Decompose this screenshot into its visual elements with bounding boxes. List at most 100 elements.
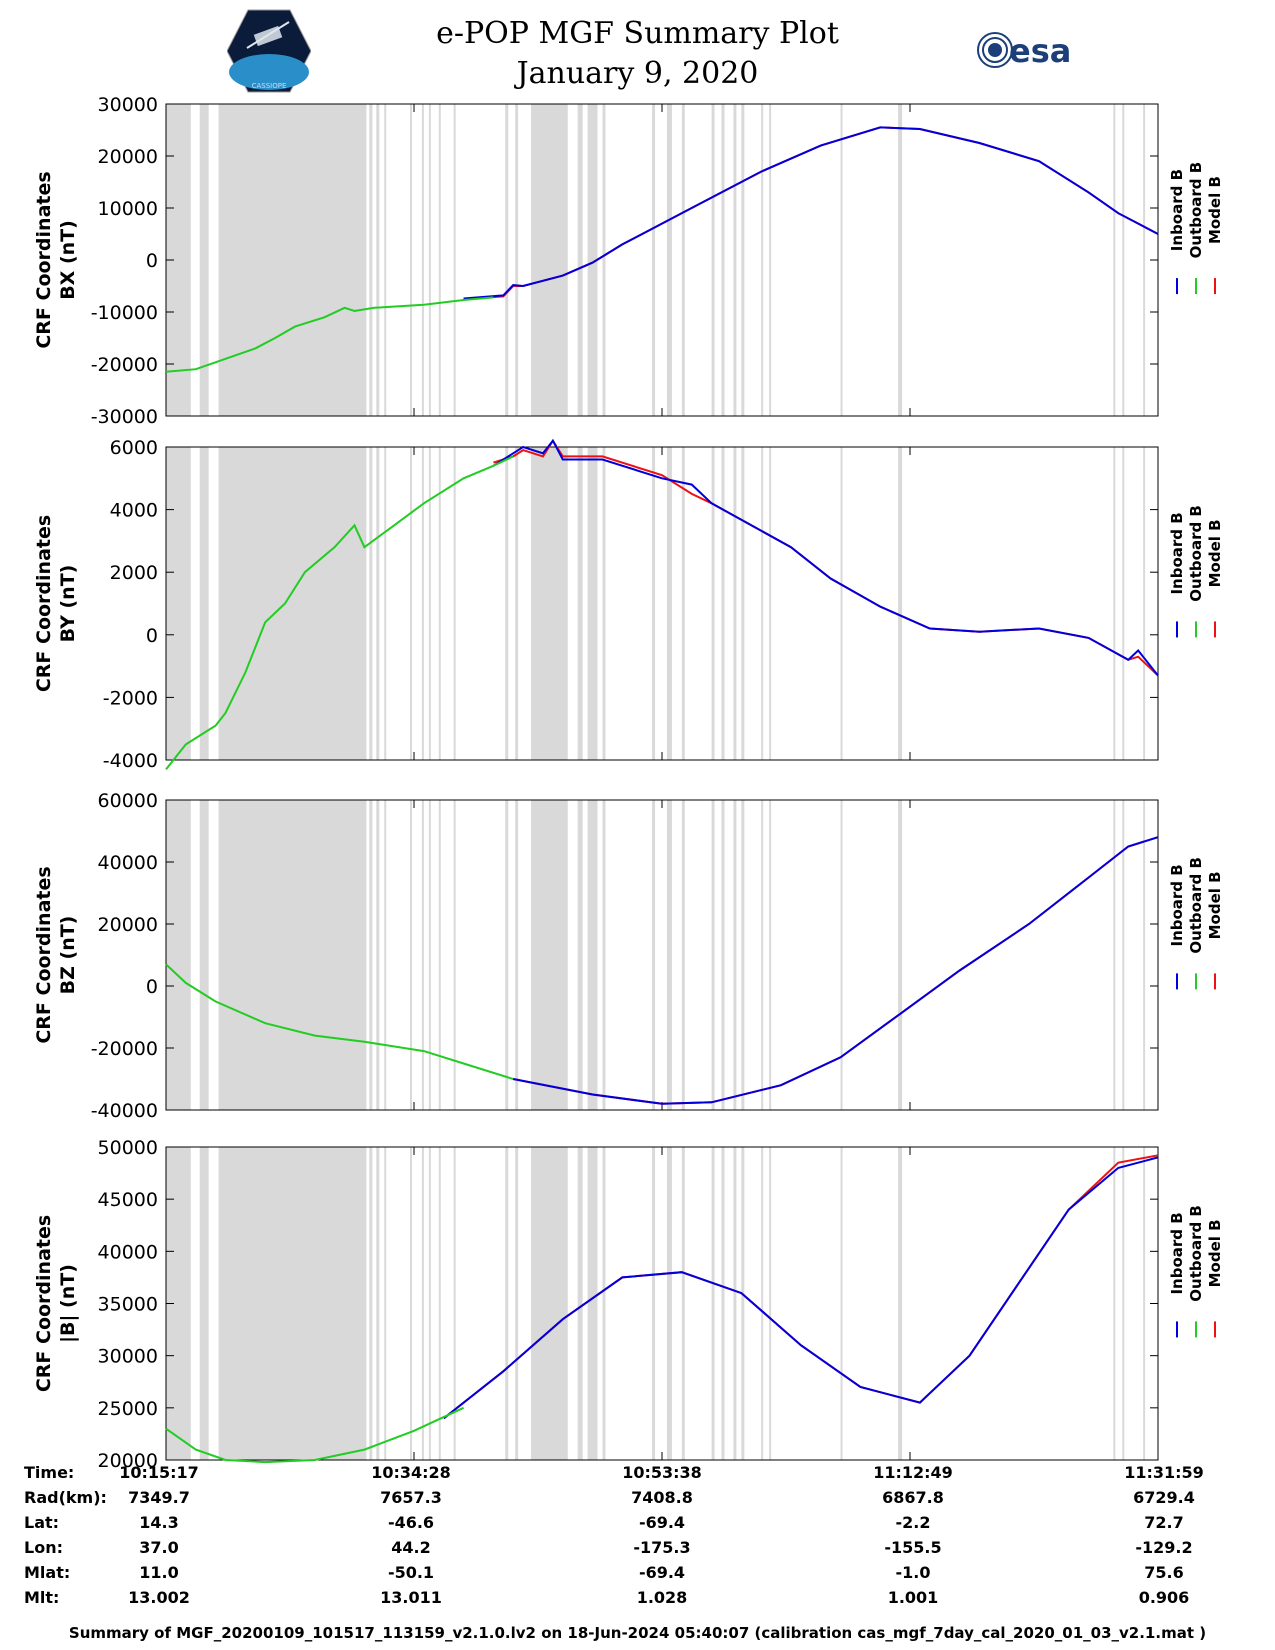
legend-label: Model B <box>1206 871 1224 939</box>
data-gap-band <box>505 447 509 760</box>
info-value: 1.001 <box>887 1588 939 1607</box>
data-gap-band <box>681 800 685 1110</box>
data-gap-band <box>531 447 568 760</box>
data-gap-band <box>587 1147 598 1460</box>
data-gap-band <box>515 1147 519 1460</box>
data-gap-band <box>1122 800 1125 1110</box>
info-value: 10:34:28 <box>371 1463 451 1482</box>
info-value: 6867.8 <box>882 1488 944 1507</box>
y-tick-label: 4000 <box>110 500 158 522</box>
y-tick-label: -10000 <box>91 302 158 324</box>
data-gap-band <box>218 1147 367 1460</box>
data-gap-band <box>840 800 843 1110</box>
data-gap-band <box>438 1147 441 1460</box>
data-gap-band <box>769 104 772 416</box>
data-gap-band <box>453 447 456 760</box>
info-value: 11:31:59 <box>1124 1463 1204 1482</box>
data-gap-band <box>652 447 656 760</box>
y-tick-label: 20000 <box>98 146 158 168</box>
data-gap-band <box>438 800 441 1110</box>
data-gap-band <box>898 104 903 416</box>
legend-label: Outboard B <box>1187 857 1205 954</box>
y-tick-label: 30000 <box>98 94 158 116</box>
y-axis-label-line: BZ (nT) <box>57 916 79 995</box>
y-axis-label-line: CRF Coordinates <box>33 515 55 692</box>
data-gap-band <box>218 447 367 760</box>
data-gap-band <box>369 1147 373 1460</box>
info-value: 1.028 <box>636 1588 688 1607</box>
data-gap-band <box>421 1147 424 1460</box>
y-tick-label: -4000 <box>103 750 158 772</box>
series-outboard-line <box>165 963 514 1080</box>
data-gap-band <box>438 104 441 416</box>
legend-label: Outboard B <box>1187 162 1205 259</box>
y-tick-label: 35000 <box>98 1294 158 1316</box>
y-axis-label: CRF Coordinates |B| (nT) <box>33 1215 79 1392</box>
y-tick-label: 2000 <box>110 562 158 584</box>
data-gap-band <box>761 800 764 1110</box>
y-axis-label: CRF Coordinates BZ (nT) <box>33 866 79 1043</box>
data-gap-band <box>666 800 672 1110</box>
y-axis-label-line: CRF Coordinates <box>33 866 55 1043</box>
y-tick-label: 6000 <box>110 437 158 459</box>
info-value: -69.4 <box>638 1513 686 1532</box>
info-row-label: Lat: <box>24 1513 60 1532</box>
data-gap-band <box>711 104 715 416</box>
logo-caption: CASSIOPE <box>252 82 287 90</box>
data-gap-band <box>577 800 583 1110</box>
series-outboard-line <box>165 455 514 771</box>
info-value: -1.0 <box>895 1563 931 1582</box>
plot-date: January 9, 2020 <box>516 56 759 91</box>
data-gap-band <box>898 447 903 760</box>
y-tick-label: 25000 <box>98 1398 158 1420</box>
info-value: -50.1 <box>387 1563 435 1582</box>
data-gap-band <box>1113 104 1116 416</box>
data-gap-band <box>384 1147 387 1460</box>
data-gap-band <box>515 447 519 760</box>
data-gap-band <box>1122 447 1125 760</box>
esa-logo: esa <box>975 30 1085 78</box>
data-gap-band <box>421 104 424 416</box>
legend-label: Inboard B <box>1168 864 1186 946</box>
data-gap-band <box>840 447 843 760</box>
data-gap-band <box>166 447 191 760</box>
data-gap-band <box>453 104 456 416</box>
data-gap-band <box>898 800 903 1110</box>
info-value: 14.3 <box>139 1513 179 1532</box>
data-gap-band <box>741 800 745 1110</box>
data-gap-band <box>602 104 606 416</box>
info-value: 10:15:17 <box>119 1463 199 1482</box>
data-gap-band <box>652 1147 656 1460</box>
data-gap-band <box>1143 1147 1146 1460</box>
legend-label: Model B <box>1206 176 1224 244</box>
y-tick-label: 50000 <box>98 1137 158 1159</box>
y-tick-label: 45000 <box>98 1189 158 1211</box>
data-gap-band <box>761 1147 764 1460</box>
plot-title: e-POP MGF Summary Plot <box>436 16 839 51</box>
data-gap-band <box>733 1147 737 1460</box>
info-value: -155.5 <box>884 1538 942 1557</box>
data-gap-band <box>587 447 598 760</box>
data-gap-band <box>761 104 764 416</box>
y-tick-label: -2000 <box>103 687 158 709</box>
info-value: 44.2 <box>391 1538 431 1557</box>
cassiope-logo: CASSIOPE <box>226 8 312 98</box>
y-tick-label: -40000 <box>91 1100 158 1122</box>
data-gap-band <box>218 104 367 416</box>
y-tick-label: 20000 <box>98 914 158 936</box>
legend-label: Outboard B <box>1187 1205 1205 1302</box>
data-gap-band <box>505 1147 509 1460</box>
y-tick-label: 40000 <box>98 852 158 874</box>
data-gap-band <box>218 800 367 1110</box>
data-gap-band <box>421 447 424 760</box>
data-gap-band <box>898 1147 903 1460</box>
info-value: -2.2 <box>895 1513 931 1532</box>
series-outboard-line <box>165 1406 465 1464</box>
data-gap-band <box>1113 800 1116 1110</box>
series-inboard-line <box>492 438 1159 677</box>
data-gap-band <box>761 447 764 760</box>
data-gap-band <box>652 104 656 416</box>
y-axis-label-line: BY (nT) <box>57 565 79 643</box>
data-gap-band <box>721 104 725 416</box>
data-gap-band <box>505 104 509 416</box>
